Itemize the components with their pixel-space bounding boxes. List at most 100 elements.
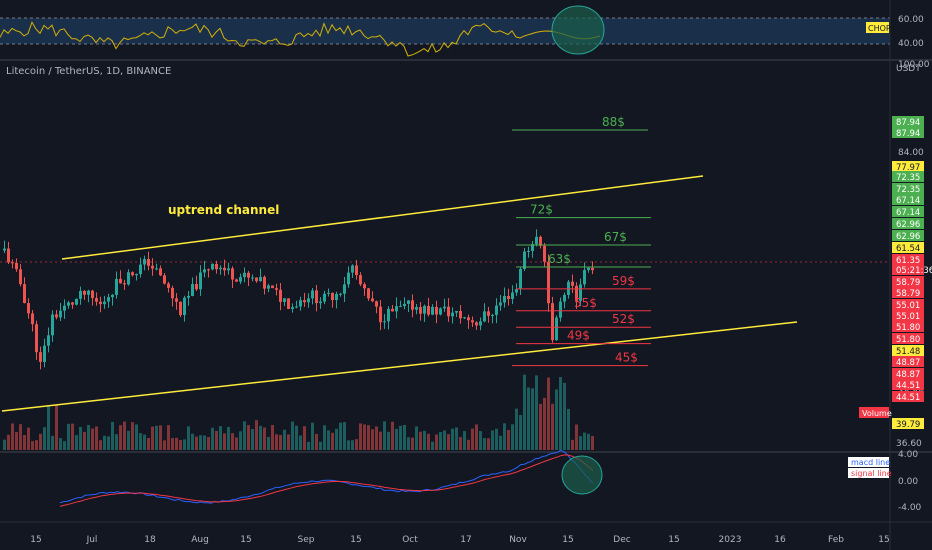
price-badge [892,356,924,367]
candle-body [183,297,186,316]
candle-body [107,297,110,302]
volume-bar [443,430,446,450]
candle-body [219,267,222,270]
volume-bar [163,440,166,450]
candle-body [203,269,206,273]
candle-body [7,248,10,263]
price-badge [892,206,924,217]
candle-body [571,281,574,286]
time-tick-label: Oct [402,535,418,545]
candle-body [411,300,414,310]
volume-bar [383,421,386,450]
volume-bar [167,425,170,450]
price-badge [892,391,924,402]
volume-bar [59,438,62,450]
candle-body [295,306,298,308]
price-level-label: 52$ [612,312,635,326]
candle-body [259,276,262,282]
signal-line [59,454,594,507]
volume-bar [435,434,438,450]
candle-body [415,307,418,310]
time-tick-label: 15 [878,535,889,545]
volume-bar [395,428,398,450]
candle-body [223,267,226,271]
candle-body [83,290,86,295]
candle-body [51,314,54,336]
price-badge-label: 48.87 [896,370,920,380]
volume-bar [235,437,238,450]
volume-bar [571,439,574,450]
candle-body [251,277,254,279]
candle-body [419,307,422,314]
volume-bar [431,441,434,450]
candle-body [103,301,106,305]
macd-legend-label: macd line [851,458,890,467]
candle-body [267,285,270,289]
chop-tick-label: 60.00 [898,15,924,25]
volume-bar [135,424,138,450]
volume-bar [483,438,486,450]
candle-body [151,265,154,269]
time-tick-label: 18 [144,535,156,545]
volume-bar [123,421,126,450]
volume-bar [475,424,478,450]
volume-bar [471,428,474,450]
candle-body [35,324,38,353]
candle-body [63,305,66,311]
candle-body [255,277,258,282]
volume-bar [159,425,162,450]
chop-indicator [0,5,605,57]
volume-bar [243,421,246,450]
volume-bar [371,429,374,450]
volume-bar [531,388,534,450]
volume-bar [559,377,562,450]
price-badge-label: 72.35 [896,185,920,195]
volume-bar [419,431,422,450]
candle-body [283,298,286,302]
volume-bar [155,425,158,450]
macd-tick-label: -4.00 [898,503,922,513]
candle-body [403,303,406,307]
candle-body [503,296,506,303]
volume-bar [591,435,594,450]
candle-body [427,305,430,315]
volume-bar [415,426,418,450]
candle-body [91,290,94,299]
candle-body [31,313,34,325]
price-badge-label: 44.51 [896,393,920,403]
candle-body [291,307,294,309]
volume-bar [491,430,494,450]
time-tick-label: 15 [350,535,361,545]
price-badge [892,254,924,265]
volume-bar [391,421,394,450]
volume-bar [539,403,542,450]
volume-bar [367,425,370,450]
volume-bar [191,433,194,450]
candle-body [531,244,534,251]
channel-upper-line [61,175,704,260]
candle-body [379,306,382,323]
candle-body [451,312,454,317]
macd-tick-label: 0.00 [898,477,918,487]
candle-body [187,295,190,298]
candle-body [359,275,362,285]
candle-body [579,284,582,301]
candle-body [327,292,330,294]
price-level-label: 63$ [548,252,571,266]
price-badge-label: 58.79 [896,278,920,288]
time-tick-label: 15 [30,535,41,545]
volume-bar [211,427,214,450]
volume-bar [455,427,458,450]
candle-body [191,284,194,296]
volume-bar [275,434,278,450]
candle-body [395,306,398,312]
macd-line [59,449,594,504]
candle-body [99,301,102,305]
chop-tick-label: 40.00 [898,39,924,49]
price-badge-label: 05:21:36 [896,266,932,276]
volume-bar [207,437,210,450]
volume-bar [259,425,262,450]
symbol-title: Litecoin / TetherUS, 1D, BINANCE [6,66,172,77]
candle-body [519,269,522,290]
